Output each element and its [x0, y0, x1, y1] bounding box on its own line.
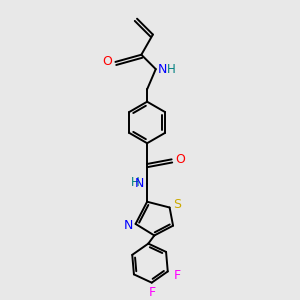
Text: O: O [175, 153, 184, 166]
Text: H: H [167, 63, 176, 76]
Text: N: N [124, 219, 133, 232]
Text: O: O [102, 56, 112, 68]
Text: N: N [158, 63, 167, 76]
Text: F: F [149, 286, 156, 299]
Text: F: F [173, 269, 181, 282]
Text: S: S [173, 197, 181, 211]
Text: N: N [135, 177, 144, 190]
Text: H: H [130, 176, 140, 189]
